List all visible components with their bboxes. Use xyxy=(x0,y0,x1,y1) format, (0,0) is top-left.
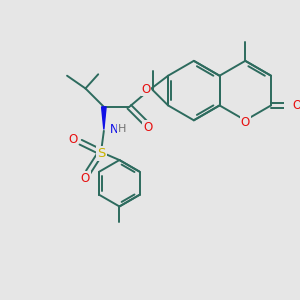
Text: O: O xyxy=(143,121,152,134)
Text: H: H xyxy=(118,124,126,134)
Text: O: O xyxy=(141,82,151,95)
Text: O: O xyxy=(81,172,90,185)
Text: O: O xyxy=(292,99,300,112)
Polygon shape xyxy=(102,107,106,130)
Text: O: O xyxy=(241,116,250,129)
Text: S: S xyxy=(98,147,106,160)
Text: O: O xyxy=(68,133,77,146)
Text: N: N xyxy=(110,123,119,136)
